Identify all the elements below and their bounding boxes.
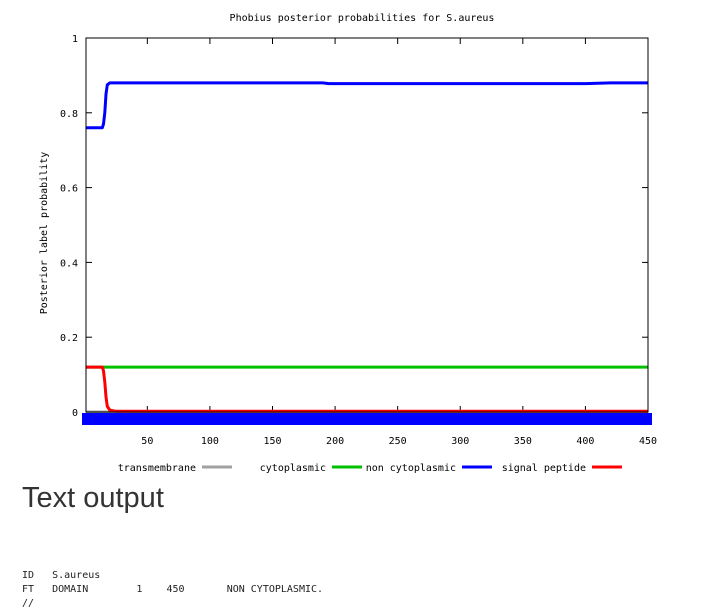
plot-frame (85, 37, 649, 413)
posterior-probability-chart: Phobius posterior probabilities for S.au… (39, 13, 657, 474)
x-tick-label: 250 (389, 436, 407, 447)
y-tick-label: 0.4 (60, 258, 78, 269)
x-tick-label: 450 (639, 436, 657, 447)
chart-title: Phobius posterior probabilities for S.au… (230, 13, 495, 24)
x-tick-label: 300 (451, 436, 469, 447)
legend: transmembrane cytoplasmic non cytoplasmic s… (118, 463, 622, 474)
y-tick-label: 0.2 (60, 333, 78, 344)
x-tick-label: 400 (576, 436, 594, 447)
x-tick-label: 50 (141, 436, 153, 447)
y-tick-label: 0.8 (60, 109, 78, 120)
x-tick-label: 150 (263, 436, 281, 447)
y-tick-label: 0.6 (60, 184, 78, 195)
series-lines (82, 81, 652, 425)
text-output-block: ID S.aureus FT DOMAIN 1 450 NON CYTOPLAS… (22, 570, 324, 609)
legend-label: transmembrane (118, 463, 196, 474)
y-tick-label: 0 (72, 408, 78, 419)
legend-label: signal peptide (502, 463, 586, 474)
x-tick-label: 100 (201, 436, 219, 447)
legend-label: cytoplasmic (260, 463, 326, 474)
axis-ticks (86, 37, 649, 413)
text-output-heading: Text output (22, 482, 164, 514)
y-axis-label: Posterior label probability (39, 152, 50, 315)
y-tick-label: 1 (72, 34, 78, 45)
x-tick-label: 200 (326, 436, 344, 447)
x-tick-label: 350 (514, 436, 532, 447)
series-line-signal-peptide (86, 365, 648, 413)
series-line-non-cytoplasmic (86, 81, 648, 130)
legend-label: non cytoplasmic (366, 463, 456, 474)
